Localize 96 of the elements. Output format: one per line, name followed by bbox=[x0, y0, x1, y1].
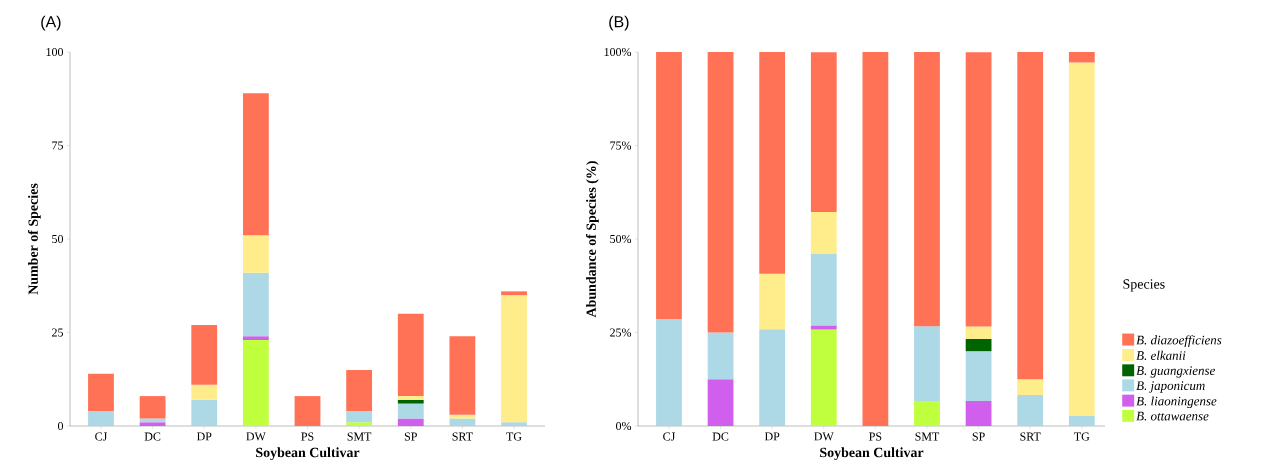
bar bbox=[862, 52, 889, 426]
bar bbox=[191, 384, 218, 400]
bar bbox=[242, 272, 269, 337]
y-tick-label: 25% bbox=[610, 328, 632, 337]
bar bbox=[1017, 52, 1044, 380]
bar bbox=[759, 329, 786, 426]
bar bbox=[449, 414, 476, 419]
bar bbox=[810, 253, 837, 326]
x-tick-label: SMT bbox=[915, 432, 940, 441]
bar bbox=[501, 422, 527, 426]
bar bbox=[965, 326, 992, 339]
x-tick-label: CJ bbox=[663, 432, 676, 441]
x-tick-label: SMT bbox=[347, 432, 372, 441]
bar bbox=[656, 319, 682, 426]
legend-label: B. japonicum bbox=[1136, 381, 1205, 393]
legend-title: Species bbox=[1123, 279, 1165, 292]
bar bbox=[1068, 415, 1095, 426]
bar bbox=[914, 52, 940, 327]
legend-label: B. diazoefficiens bbox=[1136, 335, 1222, 348]
y-tick-label: 50% bbox=[610, 234, 632, 244]
bar bbox=[501, 295, 527, 423]
x-axis-title: Soybean Cultivar bbox=[820, 447, 924, 461]
bar bbox=[1017, 379, 1044, 395]
bar bbox=[914, 326, 940, 401]
y-tick-label: 75 bbox=[52, 141, 64, 150]
bar bbox=[965, 52, 992, 327]
bar bbox=[810, 212, 837, 254]
bar bbox=[1068, 62, 1095, 416]
bar bbox=[501, 291, 527, 296]
bar bbox=[965, 338, 992, 352]
bar bbox=[810, 325, 837, 330]
bar bbox=[965, 351, 992, 401]
legend-label: B. liaoningense bbox=[1136, 396, 1217, 409]
bar bbox=[759, 52, 786, 274]
bar bbox=[242, 235, 269, 273]
x-tick-label: DC bbox=[144, 432, 161, 441]
x-tick-label: DW bbox=[246, 432, 266, 441]
bar bbox=[965, 400, 992, 426]
y-tick-label: 25 bbox=[52, 328, 64, 337]
bar bbox=[397, 313, 424, 397]
bar bbox=[242, 93, 269, 236]
bar bbox=[139, 422, 166, 426]
y-tick-label: 0 bbox=[57, 421, 64, 431]
bar bbox=[759, 273, 786, 330]
bar bbox=[397, 418, 424, 426]
legend-label: B. ottawaense bbox=[1136, 411, 1209, 421]
bar bbox=[449, 336, 476, 415]
x-tick-label: PS bbox=[301, 432, 314, 441]
y-tick-label: 0% bbox=[616, 421, 632, 431]
x-tick-label: DC bbox=[712, 432, 729, 441]
x-tick-label: CJ bbox=[95, 432, 108, 441]
bar bbox=[810, 329, 837, 426]
bar bbox=[1017, 394, 1044, 426]
x-tick-label: SRT bbox=[1020, 432, 1041, 441]
bar bbox=[139, 396, 166, 419]
bar bbox=[191, 399, 218, 426]
x-tick-label: PS bbox=[869, 432, 882, 441]
y-tick-label: 100% bbox=[604, 47, 632, 57]
x-tick-label: DW bbox=[814, 432, 834, 441]
bar bbox=[810, 52, 837, 213]
bar bbox=[346, 411, 373, 423]
bar bbox=[346, 422, 373, 426]
bar bbox=[346, 369, 373, 412]
x-tick-label: TG bbox=[1074, 432, 1090, 441]
x-tick-label: SRT bbox=[452, 432, 473, 441]
y-tick-label: 100 bbox=[46, 47, 64, 57]
bar bbox=[656, 52, 682, 320]
bar bbox=[397, 403, 424, 419]
bar bbox=[707, 52, 734, 333]
chart-title: (B) bbox=[609, 15, 629, 31]
bar bbox=[88, 373, 114, 412]
bar bbox=[191, 325, 218, 385]
bar bbox=[242, 336, 269, 340]
x-tick-label: DP bbox=[196, 432, 212, 441]
bar bbox=[707, 379, 734, 426]
bar bbox=[294, 396, 321, 426]
bar bbox=[397, 396, 424, 400]
y-axis-title: Number of Species bbox=[27, 183, 41, 295]
y-tick-label: 50 bbox=[52, 234, 64, 244]
x-axis-title: Soybean Cultivar bbox=[256, 447, 360, 461]
legend-label: B. elkanii bbox=[1136, 350, 1186, 360]
bar bbox=[88, 411, 114, 426]
legend-label: B. guangxiense bbox=[1136, 366, 1215, 378]
bar bbox=[397, 399, 424, 404]
bar bbox=[914, 400, 940, 426]
x-tick-label: TG bbox=[506, 432, 522, 441]
bar bbox=[242, 339, 269, 426]
x-tick-label: DP bbox=[764, 432, 780, 441]
y-tick-label: 75% bbox=[610, 141, 632, 150]
x-tick-label: SP bbox=[972, 432, 985, 441]
bar bbox=[449, 418, 476, 426]
bar bbox=[707, 332, 734, 380]
chart-title: (A) bbox=[41, 15, 61, 31]
bar bbox=[1068, 52, 1095, 63]
y-axis-title: Abundance of Species (%) bbox=[585, 161, 599, 318]
x-tick-label: SP bbox=[404, 432, 417, 441]
